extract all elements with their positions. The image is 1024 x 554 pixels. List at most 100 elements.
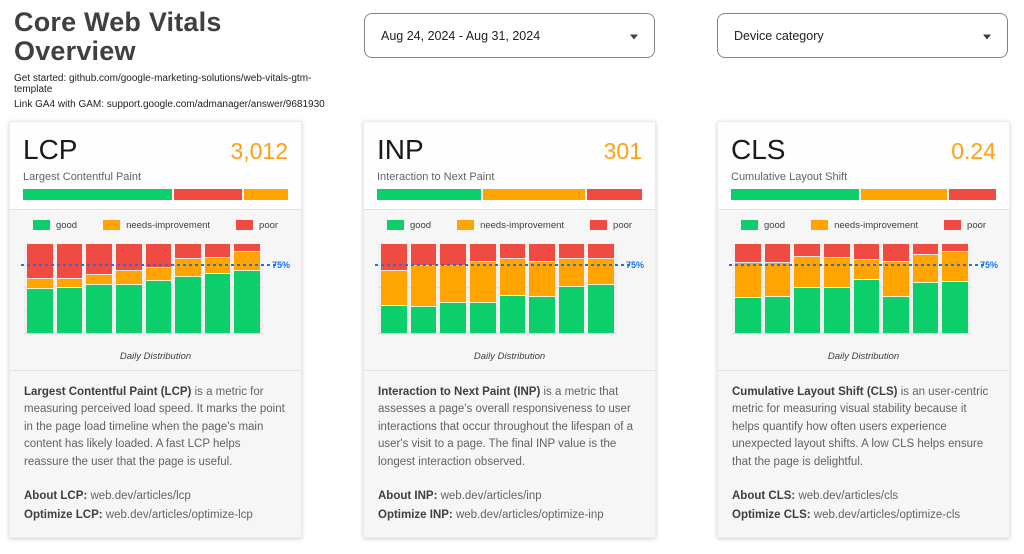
bar-segment-needs_improvement (558, 258, 585, 287)
divider (364, 208, 655, 210)
chart-legend: good needs-improvement poor (718, 210, 1009, 240)
bar-segment-needs_improvement (942, 251, 968, 283)
legend-swatch-icon (740, 220, 758, 231)
daily-bar (86, 243, 112, 333)
about-link[interactable]: web.dev/articles/inp (440, 490, 542, 503)
legend-swatch-icon (457, 220, 475, 231)
bar-segment-poor (234, 243, 260, 252)
optimize-link[interactable]: web.dev/articles/optimize-inp (455, 508, 604, 521)
bar-segment-needs_improvement (588, 258, 614, 285)
divider (10, 208, 301, 210)
bar-segment-poor (529, 243, 555, 262)
report-header: Core Web Vitals Overview Get started: gi… (14, 7, 344, 111)
metric-card-lcp: LCP 3,012 Largest Contentful Paint good n… (9, 121, 302, 538)
threshold-line-75 (729, 263, 987, 267)
device-category-dropdown[interactable]: Device category (717, 13, 1008, 58)
bar-group (24, 243, 263, 333)
date-range-value: Aug 24, 2024 - Aug 31, 2024 (381, 28, 541, 43)
metric-subtitle: Interaction to Next Paint (377, 170, 495, 183)
bar-segment-needs_improvement (204, 258, 231, 275)
about-label: About LCP: (24, 490, 88, 503)
bar-segment-good (588, 284, 614, 333)
bar-group (378, 243, 617, 333)
metric-cards: LCP 3,012 Largest Contentful Paint good n… (9, 121, 1010, 538)
bar-segment-poor (912, 243, 939, 255)
daily-distribution-chart[interactable]: 75% (718, 240, 1009, 346)
bar-segment-poor (56, 243, 83, 279)
bar-segment-good (823, 288, 850, 333)
chart-caption: Daily Distribution (473, 350, 546, 362)
distribution-segment-good (377, 188, 482, 200)
distribution-segment-poor (173, 188, 242, 200)
daily-distribution-chart[interactable]: 75% (10, 240, 301, 346)
divider (718, 208, 1009, 210)
legend-swatch-icon (944, 220, 962, 231)
daily-bar (115, 243, 142, 333)
bar-segment-good (499, 296, 526, 333)
metric-title: INP (377, 134, 424, 165)
bar-segment-needs_improvement (883, 261, 909, 298)
threshold-label: 75% (979, 260, 998, 271)
daily-bar (175, 243, 201, 333)
bar-group (732, 243, 971, 333)
daily-bar (440, 243, 466, 333)
bar-segment-poor (764, 243, 791, 263)
optimize-label: Optimize INP: (378, 508, 453, 521)
date-range-dropdown[interactable]: Aug 24, 2024 - Aug 31, 2024 (364, 13, 655, 58)
distribution-segment-needs_improvement (243, 188, 289, 200)
metric-card-cls: CLS 0.24 Cumulative Layout Shift good nee… (717, 121, 1010, 538)
bar-segment-needs_improvement (381, 270, 407, 307)
about-link[interactable]: web.dev/articles/cls (798, 490, 899, 503)
bar-segment-needs_improvement (145, 267, 172, 282)
bar-segment-good (794, 288, 820, 333)
card-header: INP 301 Interaction to Next Paint (364, 122, 655, 209)
bar-segment-good (410, 307, 437, 333)
legend-item-good: good (32, 220, 77, 231)
daily-bar (764, 243, 791, 333)
metric-value: 0.24 (951, 138, 996, 164)
daily-bar (558, 243, 585, 333)
daily-bar (823, 243, 850, 333)
bar-segment-needs_improvement (86, 274, 112, 285)
threshold-label: 75% (271, 260, 290, 271)
chart-legend: good needs-improvement poor (364, 210, 655, 240)
description-lead: Largest Contentful Paint (LCP) (24, 385, 192, 398)
gridline (378, 309, 617, 311)
metric-description: Largest Contentful Paint (LCP) is a metr… (10, 371, 301, 537)
bar-segment-good (912, 283, 939, 333)
bar-segment-good (175, 276, 201, 333)
bar-segment-good (234, 270, 260, 333)
daily-bar (145, 243, 172, 333)
link-ga4-gam-link[interactable]: Link GA4 with GAM: support.google.com/ad… (14, 99, 325, 111)
bar-segment-good (440, 302, 466, 333)
divider (364, 369, 655, 371)
legend-swatch-icon (32, 220, 50, 231)
bar-segment-needs_improvement (823, 258, 850, 289)
caret-down-icon (630, 34, 638, 39)
optimize-label: Optimize LCP: (24, 508, 103, 521)
daily-bar (234, 243, 260, 333)
legend-label: poor (613, 219, 633, 231)
optimize-label: Optimize CLS: (732, 508, 811, 521)
legend-item-poor: poor (590, 220, 632, 231)
legend-item-poor: poor (236, 220, 278, 231)
page-title: Core Web Vitals Overview (14, 7, 222, 66)
daily-bar (883, 243, 909, 333)
daily-bar (499, 243, 526, 333)
optimize-link[interactable]: web.dev/articles/optimize-lcp (105, 508, 253, 521)
legend-label: good (763, 219, 786, 231)
daily-bar (27, 243, 53, 333)
metric-subtitle: Cumulative Layout Shift (731, 170, 848, 183)
bar-segment-good (883, 297, 909, 333)
legend-label: poor (967, 219, 987, 231)
bar-segment-poor (204, 243, 231, 259)
overall-distribution-bar (731, 188, 996, 200)
distribution-segment-good (23, 188, 172, 200)
description-text: is a metric for measuring perceived load… (24, 385, 285, 468)
gridline (24, 309, 263, 311)
daily-distribution-chart[interactable]: 75% (364, 240, 655, 346)
bar-segment-good (145, 281, 172, 333)
about-link[interactable]: web.dev/articles/lcp (90, 490, 191, 503)
optimize-link[interactable]: web.dev/articles/optimize-cls (813, 508, 961, 521)
get-started-link[interactable]: Get started: github.com/google-marketing… (14, 73, 312, 96)
